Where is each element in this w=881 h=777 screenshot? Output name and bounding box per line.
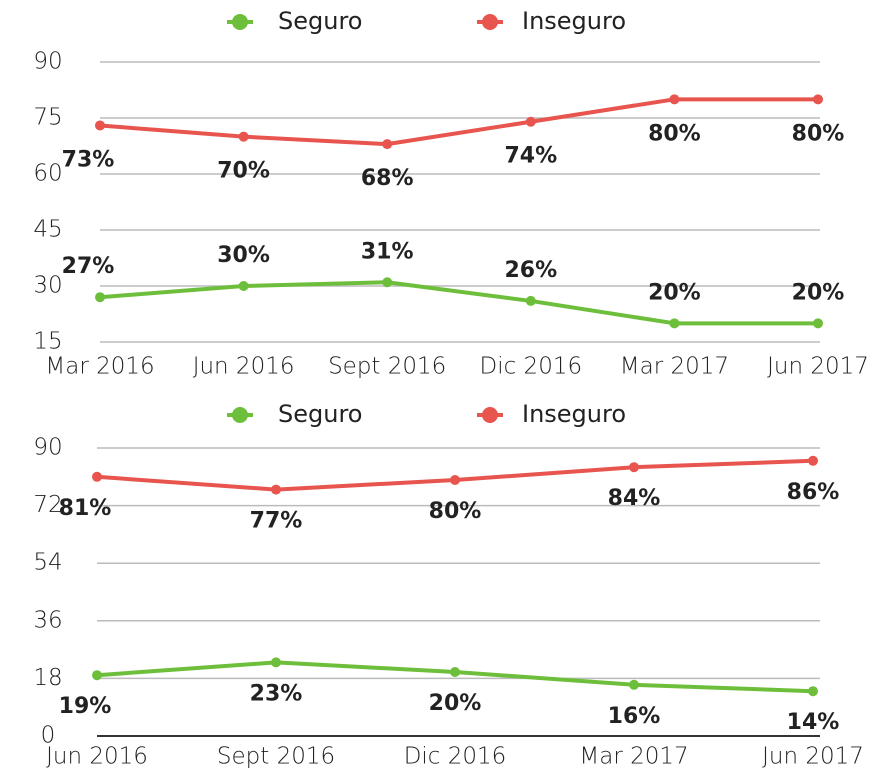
x-tick-label: Mar 2017 <box>620 354 729 380</box>
data-point <box>450 475 460 485</box>
x-tick-label: Jun 2017 <box>762 744 864 770</box>
page: {"chart_data": [ {"type": "line", "categ… <box>0 0 881 777</box>
data-point <box>382 277 392 287</box>
x-tick-label: Jun 2016 <box>193 354 295 380</box>
data-label: 26% <box>504 258 557 283</box>
data-label: 73% <box>62 147 115 172</box>
data-label: 80% <box>792 121 845 146</box>
data-point <box>526 296 536 306</box>
data-point <box>271 657 281 667</box>
data-point <box>669 318 679 328</box>
data-label: 14% <box>787 710 840 735</box>
data-label: 27% <box>62 254 115 279</box>
data-label: 77% <box>250 509 303 534</box>
data-point <box>239 281 249 291</box>
y-tick-label: 90 <box>33 435 62 461</box>
data-point <box>669 94 679 104</box>
data-label: 80% <box>429 499 482 524</box>
data-point <box>629 680 639 690</box>
x-tick-label: Jun 2017 <box>767 354 869 380</box>
x-tick-label: Sept 2016 <box>328 354 446 380</box>
data-label: 20% <box>648 280 701 305</box>
data-label: 30% <box>217 243 270 268</box>
data-label: 68% <box>361 166 414 191</box>
x-tick-label: Mar 2017 <box>579 744 688 770</box>
x-tick-label: Dic 2016 <box>480 354 583 380</box>
y-tick-label: 18 <box>33 665 62 691</box>
x-tick-label: Mar 2016 <box>45 354 154 380</box>
data-label: 70% <box>217 159 270 184</box>
y-tick-label: 54 <box>33 550 62 576</box>
legend-label: Seguro <box>278 7 362 35</box>
legend-label: Inseguro <box>522 400 626 428</box>
data-label: 86% <box>787 480 840 505</box>
data-point <box>808 686 818 696</box>
data-point <box>92 472 102 482</box>
y-tick-label: 45 <box>33 217 62 243</box>
data-point <box>450 667 460 677</box>
data-point <box>95 292 105 302</box>
data-label: 19% <box>59 694 112 719</box>
y-tick-label: 90 <box>33 49 62 75</box>
data-label: 74% <box>504 144 557 169</box>
x-tick-label: Dic 2016 <box>404 744 507 770</box>
y-tick-label: 75 <box>33 105 62 131</box>
y-tick-label: 15 <box>33 329 62 355</box>
chart: 15 30 45 60 75 90 Mar 2016 Jun 2016 Sept 2016 Dic… <box>0 0 881 777</box>
data-point <box>808 456 818 466</box>
data-label: 16% <box>608 704 661 729</box>
data-point <box>813 94 823 104</box>
legend-label: Inseguro <box>522 7 626 35</box>
data-point <box>526 117 536 127</box>
y-tick-label: 30 <box>33 273 62 299</box>
data-point <box>382 139 392 149</box>
data-label: 84% <box>608 486 661 511</box>
data-label: 80% <box>648 121 701 146</box>
data-label: 81% <box>59 496 112 521</box>
y-tick-label: 60 <box>33 161 62 187</box>
data-label: 20% <box>429 691 482 716</box>
legend-label: Seguro <box>278 400 362 428</box>
x-tick-label: Sept 2016 <box>217 744 335 770</box>
series-line <box>100 282 818 323</box>
data-point <box>813 318 823 328</box>
data-point <box>629 462 639 472</box>
data-label: 20% <box>792 280 845 305</box>
y-tick-label: 36 <box>33 607 62 633</box>
data-point <box>92 670 102 680</box>
data-label: 31% <box>361 239 414 264</box>
series-line <box>100 99 818 144</box>
data-point <box>239 132 249 142</box>
data-label: 23% <box>250 681 303 706</box>
data-point <box>271 485 281 495</box>
data-point <box>95 120 105 130</box>
x-tick-label: Jun 2016 <box>46 744 148 770</box>
